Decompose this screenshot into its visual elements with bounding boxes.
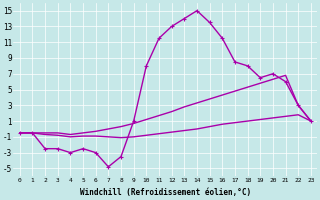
X-axis label: Windchill (Refroidissement éolien,°C): Windchill (Refroidissement éolien,°C)	[80, 188, 251, 197]
